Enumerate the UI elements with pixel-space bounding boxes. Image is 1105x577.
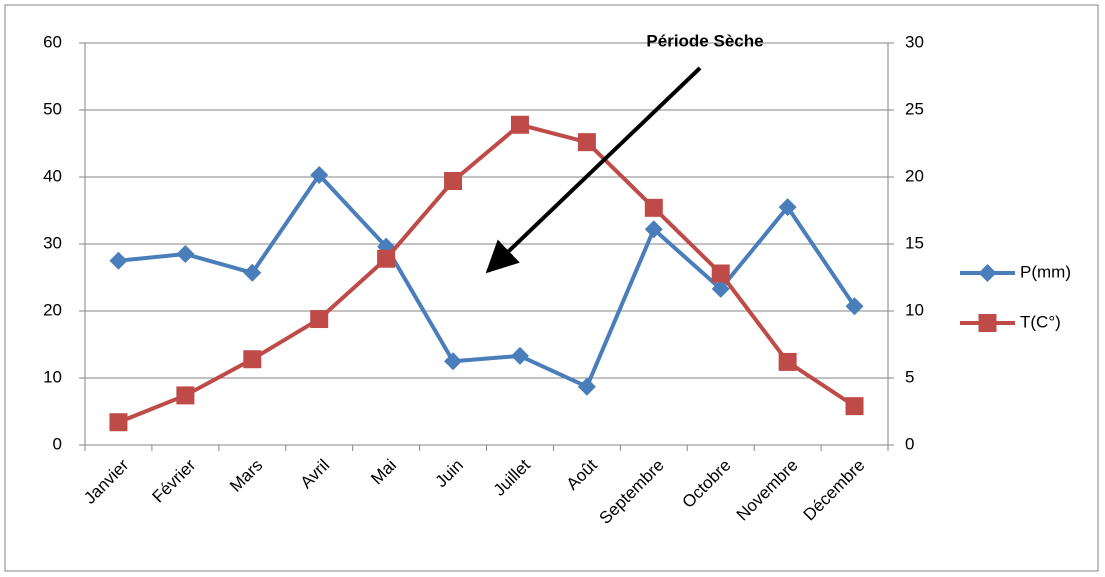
series-line (118, 172, 857, 389)
y-tick-label: 40 (43, 166, 62, 185)
marker (310, 165, 329, 184)
y2-tick-label: 10 (905, 300, 924, 319)
marker (444, 352, 463, 371)
marker (176, 245, 195, 264)
marker (444, 172, 463, 191)
legend-marker (978, 314, 997, 332)
y2-tick-label: 20 (905, 166, 924, 185)
y2-tick-label: 15 (905, 233, 924, 252)
marker (644, 220, 663, 239)
marker (243, 263, 262, 282)
series-line (117, 122, 856, 425)
y-tick-label: 20 (43, 300, 62, 319)
legend-label: T(C°) (1020, 312, 1061, 331)
marker (510, 346, 529, 365)
marker (243, 350, 262, 369)
marker (644, 198, 663, 217)
y2-tick-label: 5 (905, 367, 914, 386)
y-tick-label: 30 (43, 233, 62, 252)
marker (778, 352, 797, 371)
marker (845, 397, 864, 416)
marker (577, 133, 596, 152)
y-tick-label: 60 (43, 32, 62, 51)
y2-tick-label: 25 (905, 99, 924, 118)
marker (109, 251, 128, 270)
marker (778, 198, 797, 217)
y2-tick-label: 30 (905, 32, 924, 51)
y-tick-label: 50 (43, 99, 62, 118)
y-tick-label: 10 (43, 367, 62, 386)
marker (711, 279, 730, 298)
legend-marker (978, 264, 997, 282)
legend-label: P(mm) (1020, 262, 1071, 281)
marker (845, 297, 864, 316)
marker (310, 310, 329, 329)
marker (109, 413, 128, 432)
y-tick-label: 0 (53, 434, 62, 453)
marker (510, 115, 529, 134)
marker (711, 264, 730, 283)
annotation-arrow (485, 66, 702, 274)
marker (377, 249, 396, 268)
annotation: Période Sèche (646, 31, 763, 50)
y2-tick-label: 0 (905, 434, 914, 453)
marker (176, 386, 195, 405)
marker (577, 377, 596, 396)
chart-border (4, 4, 1099, 572)
